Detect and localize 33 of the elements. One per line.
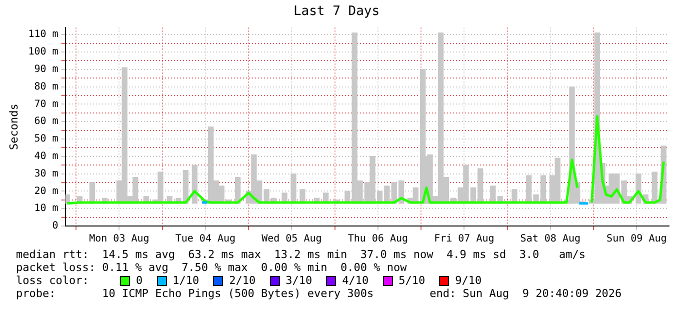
y-tick-label: 110 m: [28, 29, 58, 40]
legend-label: 2/10: [229, 274, 256, 287]
legend-label: 4/10: [342, 274, 369, 287]
y-tick-label: 50 m: [34, 134, 58, 145]
y-tick-label: 30 m: [34, 168, 58, 180]
text: median rtt: 14.5 ms avg 63.2 ms max 13.2 ms min 37.0 ms now 4.9 ms sd 3.0 am/s: [16, 248, 587, 261]
y-tick-label: 80 m: [34, 81, 58, 92]
x-tick-label: Mon 03 Aug: [89, 234, 150, 245]
x-tick-label: Thu 06 Aug: [348, 234, 408, 245]
chart-title: Last 7 Days: [293, 4, 380, 20]
y-tick-label: 40 m: [34, 150, 58, 162]
y-tick-label: 20 m: [34, 186, 58, 197]
text: end: Sun Aug 9 20:40:09 2026: [430, 287, 622, 300]
x-tick-label: Sun 09 Aug: [606, 234, 667, 245]
y-tick-label: 10 m: [34, 203, 58, 214]
y-tick-label: 100 m: [28, 46, 58, 58]
x-tick-label: Fri 07 Aug: [434, 234, 494, 245]
legend-label: 5/10: [398, 274, 426, 287]
legend-label: 0: [136, 274, 143, 287]
y-tick-label: 70 m: [34, 98, 58, 110]
legend-label: 1/10: [172, 274, 200, 287]
legend-label: 3/10: [286, 274, 312, 287]
y-tick-label: 90 m: [34, 64, 58, 75]
legend-title: loss color:: [16, 274, 90, 287]
y-tick-label: 60 m: [34, 116, 58, 128]
y-tick-label: 0: [52, 220, 58, 232]
x-tick-label: Wed 05 Aug: [262, 234, 322, 245]
text: probe: 10 ICMP Echo Pings (500 Bytes) every 300s: [16, 287, 374, 300]
y-axis-title: Seconds: [7, 104, 20, 150]
x-tick-label: Tue 04 Aug: [175, 234, 236, 245]
text: packet loss: 0.11 % avg 7.50 % max 0.00 % min 0.00 % now: [16, 261, 408, 274]
legend-label: 9/10: [455, 274, 482, 287]
x-tick-label: Sat 08 Aug: [520, 234, 581, 245]
